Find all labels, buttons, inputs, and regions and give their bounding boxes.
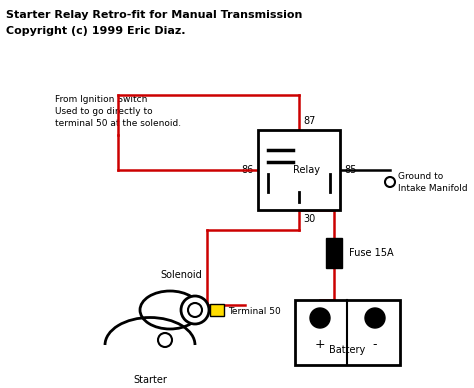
Text: Battery: Battery	[329, 345, 365, 355]
Text: Relay: Relay	[293, 165, 320, 175]
Circle shape	[365, 308, 385, 328]
Text: Copyright (c) 1999 Eric Diaz.: Copyright (c) 1999 Eric Diaz.	[6, 26, 185, 36]
Text: Fuse 15A: Fuse 15A	[349, 248, 393, 258]
Text: -: -	[373, 338, 377, 351]
Bar	[258, 130, 340, 210]
Circle shape	[188, 303, 202, 317]
Text: terminal 50 at the solenoid.: terminal 50 at the solenoid.	[55, 119, 181, 128]
Text: Solenoid: Solenoid	[160, 270, 202, 280]
Text: Starter Relay Retro-fit for Manual Transmission: Starter Relay Retro-fit for Manual Trans…	[6, 10, 302, 20]
Text: Intake Manifold: Intake Manifold	[398, 184, 468, 193]
Text: 87: 87	[303, 116, 315, 126]
Ellipse shape	[140, 291, 200, 329]
Bar	[210, 304, 224, 316]
Text: Used to go directly to: Used to go directly to	[55, 107, 153, 116]
Circle shape	[310, 308, 330, 328]
Circle shape	[158, 333, 172, 347]
Bar	[326, 238, 342, 268]
Text: +: +	[315, 338, 325, 351]
Text: From Ignition Switch: From Ignition Switch	[55, 95, 147, 104]
Text: 85: 85	[344, 165, 356, 175]
Text: Ground to: Ground to	[398, 172, 443, 181]
Text: 86: 86	[242, 165, 254, 175]
Bar	[295, 300, 400, 365]
Circle shape	[181, 296, 209, 324]
Text: Terminal 50: Terminal 50	[228, 308, 281, 317]
Text: 30: 30	[303, 214, 315, 224]
Text: Starter: Starter	[133, 375, 167, 385]
